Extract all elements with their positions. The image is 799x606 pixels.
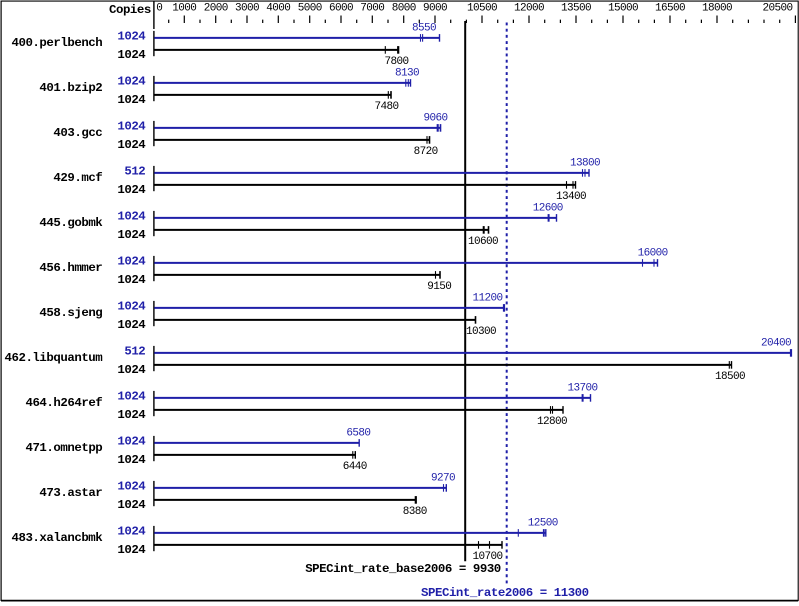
svg-text:1024: 1024 xyxy=(117,318,146,332)
svg-text:12500: 12500 xyxy=(528,518,558,530)
svg-text:512: 512 xyxy=(124,344,145,358)
svg-text:Copies: Copies xyxy=(109,3,151,17)
svg-text:464.h264ref: 464.h264ref xyxy=(25,396,102,410)
svg-text:1024: 1024 xyxy=(117,228,146,242)
svg-text:1024: 1024 xyxy=(117,209,146,223)
svg-text:13400: 13400 xyxy=(556,191,586,203)
svg-text:18000: 18000 xyxy=(702,2,732,14)
svg-text:471.omnetpp: 471.omnetpp xyxy=(25,441,102,455)
svg-text:462.libquantum: 462.libquantum xyxy=(4,351,102,365)
svg-text:7000: 7000 xyxy=(360,2,384,14)
svg-text:1024: 1024 xyxy=(117,299,146,313)
svg-text:20400: 20400 xyxy=(761,338,791,350)
svg-text:445.gobmk: 445.gobmk xyxy=(39,216,103,230)
svg-text:1024: 1024 xyxy=(117,93,146,107)
svg-text:16500: 16500 xyxy=(655,2,685,14)
svg-text:18500: 18500 xyxy=(715,371,745,383)
svg-text:10700: 10700 xyxy=(472,551,502,563)
svg-text:8130: 8130 xyxy=(395,68,419,80)
svg-text:12800: 12800 xyxy=(537,416,567,428)
svg-text:6440: 6440 xyxy=(343,461,367,473)
svg-text:7800: 7800 xyxy=(384,56,408,68)
svg-text:1024: 1024 xyxy=(117,29,146,43)
svg-text:0: 0 xyxy=(156,2,162,14)
svg-text:4000: 4000 xyxy=(266,2,290,14)
svg-text:1024: 1024 xyxy=(117,389,146,403)
svg-text:10600: 10600 xyxy=(468,236,498,248)
svg-text:1024: 1024 xyxy=(117,408,146,422)
svg-text:456.hmmer: 456.hmmer xyxy=(39,261,102,275)
svg-text:403.gcc: 403.gcc xyxy=(53,126,102,140)
svg-text:1024: 1024 xyxy=(117,74,146,88)
svg-text:1024: 1024 xyxy=(117,524,146,538)
svg-text:8550: 8550 xyxy=(412,23,436,35)
svg-text:8000: 8000 xyxy=(392,2,416,14)
svg-text:1024: 1024 xyxy=(117,363,146,377)
svg-text:9000: 9000 xyxy=(423,2,447,14)
svg-text:9270: 9270 xyxy=(431,473,455,485)
svg-text:1024: 1024 xyxy=(117,119,146,133)
svg-text:1024: 1024 xyxy=(117,543,146,557)
svg-text:SPECint_rate2006 = 11300: SPECint_rate2006 = 11300 xyxy=(421,586,589,600)
svg-text:1024: 1024 xyxy=(117,453,146,467)
svg-text:11200: 11200 xyxy=(472,293,502,305)
svg-text:SPECint_rate_base2006 = 9930: SPECint_rate_base2006 = 9930 xyxy=(305,562,501,576)
svg-text:429.mcf: 429.mcf xyxy=(53,171,102,185)
svg-text:401.bzip2: 401.bzip2 xyxy=(39,81,102,95)
svg-text:6000: 6000 xyxy=(329,2,353,14)
svg-text:7480: 7480 xyxy=(374,101,398,113)
svg-text:473.astar: 473.astar xyxy=(39,486,102,500)
svg-text:1024: 1024 xyxy=(117,479,146,493)
svg-text:13800: 13800 xyxy=(570,158,600,170)
svg-text:483.xalancbmk: 483.xalancbmk xyxy=(11,531,103,545)
svg-text:2000: 2000 xyxy=(204,2,228,14)
svg-text:12600: 12600 xyxy=(533,203,563,215)
svg-text:1024: 1024 xyxy=(117,183,146,197)
svg-text:8380: 8380 xyxy=(403,506,427,518)
svg-text:1024: 1024 xyxy=(117,138,146,152)
svg-text:15000: 15000 xyxy=(608,2,638,14)
svg-text:16000: 16000 xyxy=(638,248,668,260)
svg-text:512: 512 xyxy=(124,164,145,178)
svg-text:3000: 3000 xyxy=(235,2,259,14)
svg-text:8720: 8720 xyxy=(414,146,438,158)
svg-text:10300: 10300 xyxy=(466,326,496,338)
svg-text:13700: 13700 xyxy=(567,383,597,395)
svg-text:9060: 9060 xyxy=(423,113,447,125)
svg-text:458.sjeng: 458.sjeng xyxy=(39,306,102,320)
svg-text:10500: 10500 xyxy=(467,2,497,14)
svg-text:1024: 1024 xyxy=(117,273,146,287)
svg-text:1000: 1000 xyxy=(172,2,196,14)
svg-text:6580: 6580 xyxy=(346,428,370,440)
svg-text:1024: 1024 xyxy=(117,254,146,268)
svg-text:400.perlbench: 400.perlbench xyxy=(11,36,102,50)
svg-text:1024: 1024 xyxy=(117,48,146,62)
svg-text:20500: 20500 xyxy=(762,2,792,14)
svg-text:1024: 1024 xyxy=(117,498,146,512)
svg-text:13500: 13500 xyxy=(561,2,591,14)
svg-text:5000: 5000 xyxy=(298,2,322,14)
svg-text:9150: 9150 xyxy=(427,281,451,293)
svg-text:12000: 12000 xyxy=(514,2,544,14)
svg-text:1024: 1024 xyxy=(117,434,146,448)
